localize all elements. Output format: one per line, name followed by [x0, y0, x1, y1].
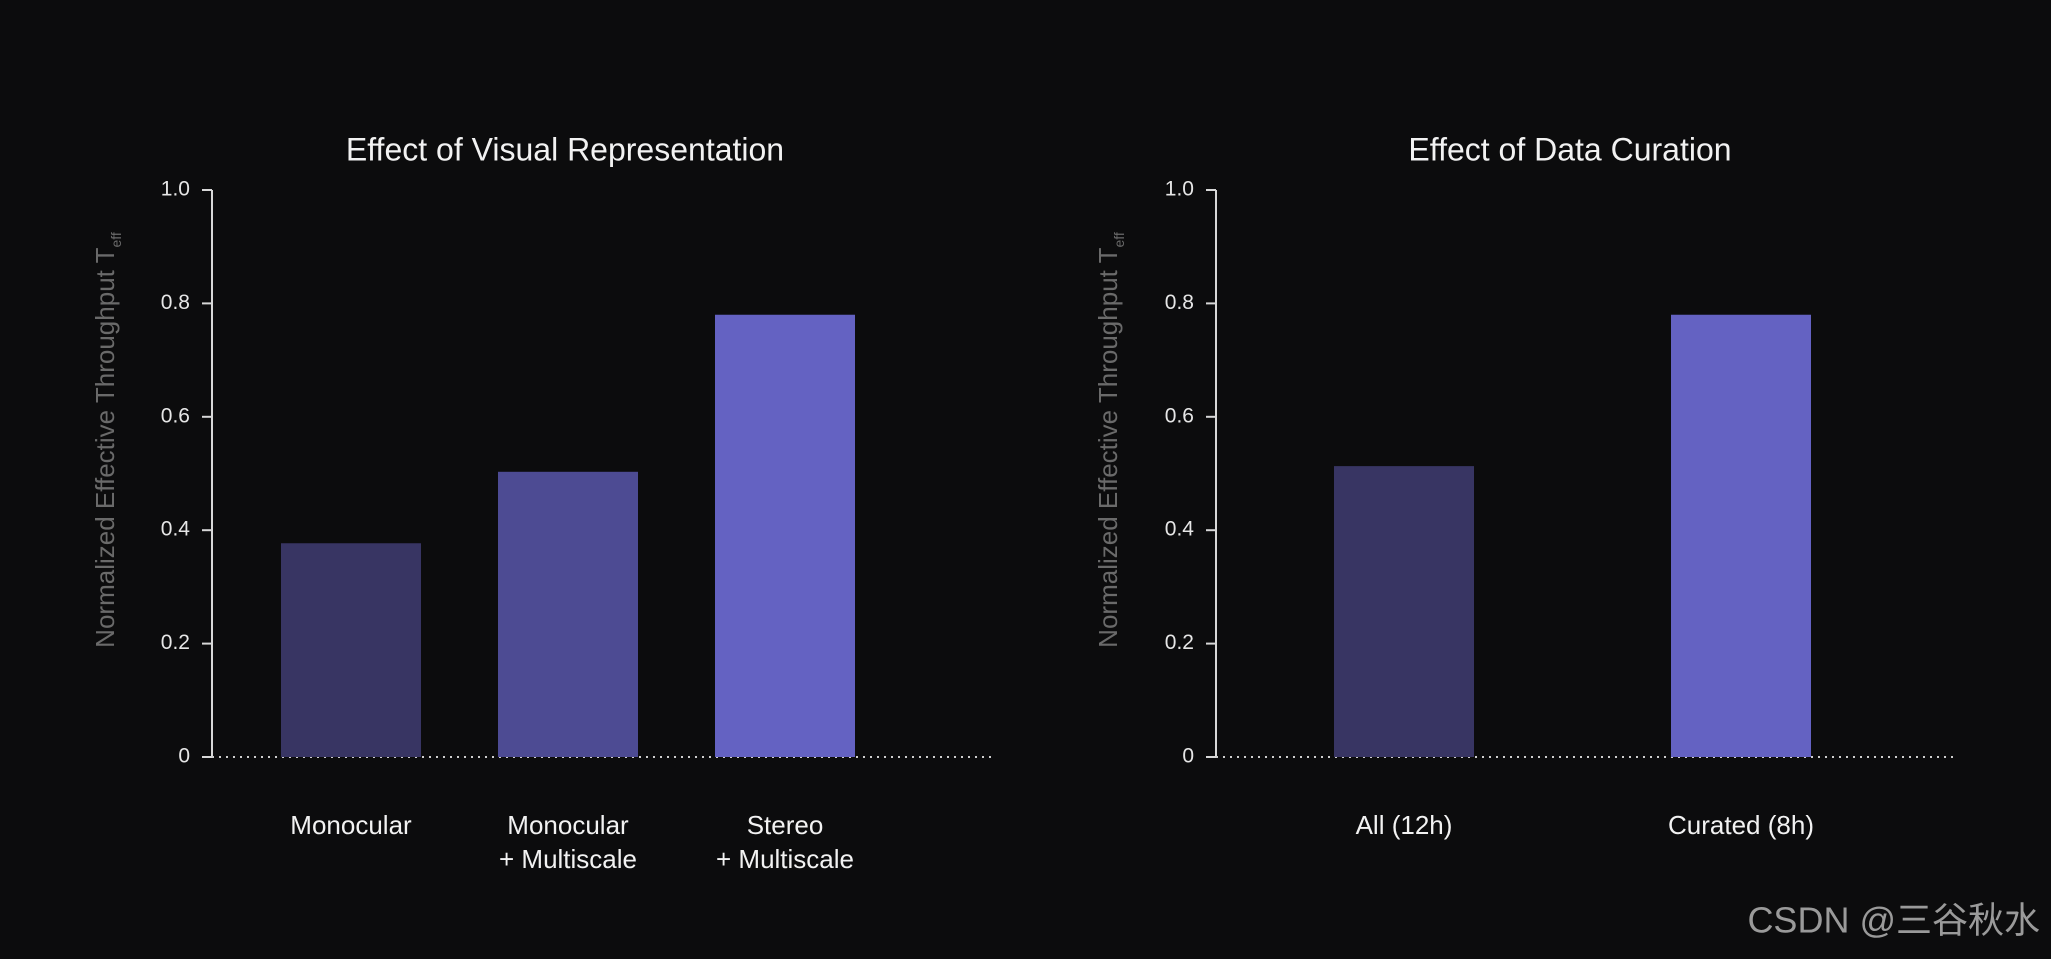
x-tick-label: Monocular [290, 810, 412, 840]
chart-title: Effect of Data Curation [1408, 131, 1731, 167]
bar [1671, 314, 1811, 757]
watermark: CSDN @三谷秋水 [1747, 900, 2040, 941]
y-tick-label: 0.8 [1165, 291, 1194, 314]
x-tick-label: Monocular + Multiscale [499, 810, 637, 874]
y-axis-label-subscript: eff [108, 232, 124, 247]
y-tick-label: 0 [1182, 745, 1194, 768]
y-tick-label: 1.0 [1165, 178, 1194, 201]
bar [281, 543, 421, 757]
y-tick-label: 0.8 [161, 291, 190, 314]
x-tick-label: All (12h) [1356, 810, 1453, 840]
x-tick-label: Curated (8h) [1668, 810, 1814, 840]
bar [715, 314, 855, 757]
bar [1334, 466, 1474, 757]
y-axis-label: Normalized Effective Throughput Teff [90, 232, 124, 648]
bar [498, 471, 638, 757]
y-tick-label: 0 [178, 745, 190, 768]
x-tick-label: Stereo + Multiscale [716, 810, 854, 874]
y-tick-label: 0.6 [161, 404, 190, 427]
y-tick-label: 1.0 [161, 178, 190, 201]
y-axis-label-subscript: eff [1111, 232, 1127, 247]
y-tick-label: 0.4 [161, 518, 191, 541]
y-tick-label: 0.6 [1165, 404, 1194, 427]
chart-title: Effect of Visual Representation [346, 131, 784, 167]
y-tick-label: 0.2 [1165, 631, 1194, 654]
y-tick-label: 0.4 [1165, 518, 1195, 541]
y-tick-label: 0.2 [161, 631, 190, 654]
y-axis-label: Normalized Effective Throughput Teff [1093, 232, 1127, 648]
